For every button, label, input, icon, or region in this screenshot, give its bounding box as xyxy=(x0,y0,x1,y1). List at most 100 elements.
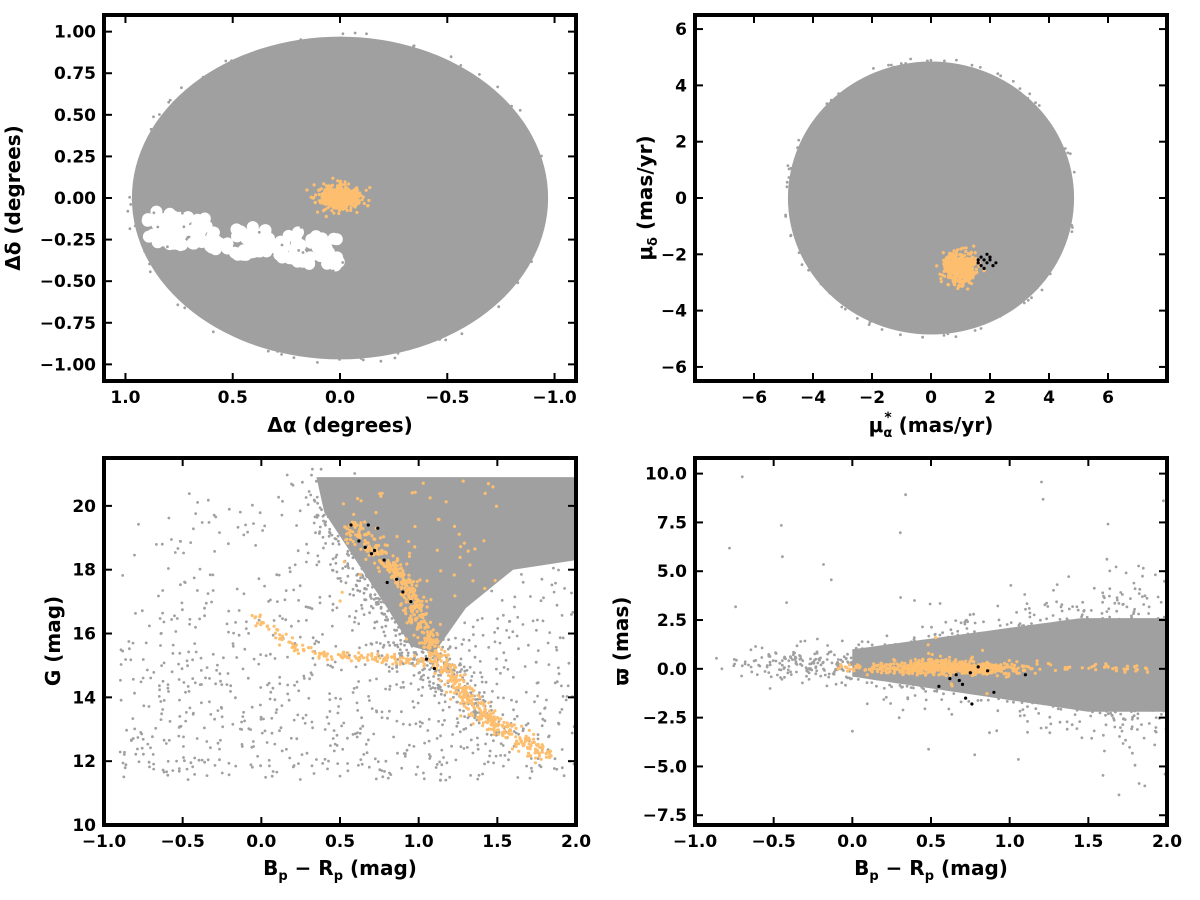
field-star xyxy=(165,770,169,774)
field-star xyxy=(444,615,448,618)
field-star xyxy=(881,251,885,254)
highlight-star xyxy=(979,264,983,268)
field-star xyxy=(193,773,197,776)
field-star xyxy=(388,644,392,647)
member-star xyxy=(507,728,512,732)
field-star xyxy=(399,686,403,689)
member-star xyxy=(461,687,465,691)
field-star xyxy=(1008,248,1012,252)
field-star xyxy=(354,732,357,736)
member-star xyxy=(420,641,424,645)
member-star xyxy=(351,530,355,534)
field-star xyxy=(224,179,227,183)
field-star xyxy=(450,150,454,154)
field-star xyxy=(412,570,416,574)
field-star xyxy=(180,667,184,671)
member-star xyxy=(295,648,299,652)
field-star xyxy=(260,270,264,274)
field-star xyxy=(241,715,245,718)
field-star xyxy=(360,716,363,720)
field-star xyxy=(899,62,903,65)
field-star xyxy=(897,246,901,249)
field-star xyxy=(197,758,201,762)
field-star xyxy=(155,266,159,270)
member-star xyxy=(433,671,437,676)
field-star xyxy=(244,523,248,527)
member-star xyxy=(278,633,282,637)
field-star xyxy=(382,643,386,647)
field-star xyxy=(501,744,505,747)
member-star xyxy=(961,272,965,276)
field-star xyxy=(386,292,389,296)
field-star xyxy=(431,576,434,579)
field-star xyxy=(908,313,912,317)
field-star xyxy=(280,353,283,356)
field-star xyxy=(521,512,525,515)
member-star xyxy=(505,721,509,725)
field-star xyxy=(192,576,196,580)
field-star xyxy=(490,205,494,209)
member-star xyxy=(346,541,350,545)
field-star xyxy=(326,767,329,771)
member-star xyxy=(412,633,416,637)
field-star xyxy=(177,662,181,666)
field-star xyxy=(385,615,388,619)
field-star xyxy=(524,690,528,694)
pm-ylabel: μδ (mas/yr) xyxy=(633,135,661,260)
field-star xyxy=(141,164,145,168)
field-star xyxy=(371,585,374,589)
field-star xyxy=(929,121,933,124)
sky-gap xyxy=(167,220,180,233)
member-star xyxy=(439,654,443,659)
field-star xyxy=(512,730,516,733)
field-star xyxy=(231,148,235,152)
field-star xyxy=(488,754,491,758)
field-star xyxy=(508,750,511,754)
field-star xyxy=(276,600,279,603)
field-star xyxy=(480,680,484,684)
field-star xyxy=(406,153,409,157)
field-star xyxy=(289,736,293,740)
field-star xyxy=(1053,208,1057,212)
member-star xyxy=(345,527,349,531)
member-star xyxy=(331,204,335,208)
field-star xyxy=(432,571,436,574)
field-star xyxy=(515,271,519,274)
field-star xyxy=(951,181,955,185)
field-star xyxy=(459,64,463,67)
field-star xyxy=(137,201,141,205)
field-star xyxy=(819,282,823,286)
field-star xyxy=(257,105,260,109)
field-star xyxy=(433,694,436,698)
field-star xyxy=(247,727,251,731)
field-star xyxy=(127,640,131,643)
field-star xyxy=(454,100,458,103)
field-star xyxy=(1025,127,1029,131)
member-star xyxy=(945,268,949,272)
field-star xyxy=(1005,214,1008,217)
field-star xyxy=(895,229,899,233)
field-star xyxy=(979,78,983,81)
field-star xyxy=(565,695,569,698)
y-tick-label: 6 xyxy=(675,20,687,40)
member-star xyxy=(403,606,408,611)
field-star xyxy=(213,717,217,721)
field-star xyxy=(186,778,190,781)
field-star xyxy=(515,634,519,638)
member-star xyxy=(438,678,442,683)
field-star xyxy=(810,253,814,256)
field-star xyxy=(935,255,939,258)
field-star xyxy=(317,560,321,564)
field-star xyxy=(826,124,829,128)
field-star xyxy=(959,168,963,172)
field-star xyxy=(827,200,831,204)
field-star xyxy=(484,92,487,96)
field-star xyxy=(264,134,268,137)
member-star xyxy=(416,624,421,628)
field-star xyxy=(825,102,829,106)
field-star xyxy=(1062,159,1065,163)
field-star xyxy=(427,58,431,62)
x-tick-label: −1.0 xyxy=(532,388,577,408)
field-star xyxy=(1023,122,1027,126)
member-star xyxy=(982,269,986,273)
